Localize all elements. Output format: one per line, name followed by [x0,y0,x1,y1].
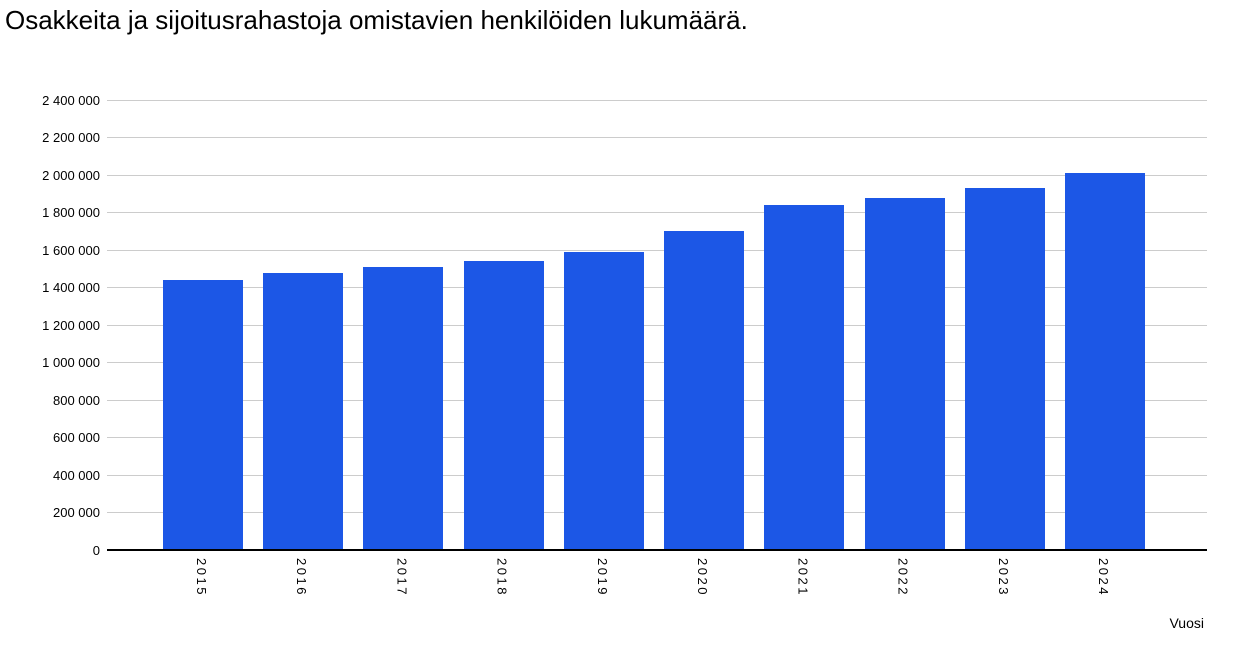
y-axis-tick-label: 1 000 000 [42,355,100,370]
y-axis-tick-label: 200 000 [53,505,100,520]
bar-2015[interactable] [163,280,243,550]
x-axis-tick-label: 2024 [1095,558,1111,597]
gridline [107,474,1207,476]
gridline [107,362,1207,363]
x-axis-tick-label: 2023 [995,558,1011,597]
gridline [107,137,1207,138]
gridline [107,324,1207,326]
x-axis-tick-label: 2021 [795,558,811,597]
x-axis-tick-label: 2019 [594,558,610,597]
x-axis-title: Vuosi [1169,615,1204,631]
y-axis-tick-label: 0 [92,542,100,558]
gridline [107,99,1207,101]
x-axis-tick-label: 2016 [294,558,310,597]
y-axis-tick-label: 400 000 [53,467,100,483]
y-axis-tick-label: 2 400 000 [42,92,100,108]
bar-2021[interactable] [764,205,845,550]
y-axis-tick-label: 1 800 000 [42,205,100,220]
bar-2024[interactable] [1064,173,1145,550]
gridline [107,174,1207,176]
x-axis-line [107,549,1207,551]
bar-2018[interactable] [463,261,544,550]
y-axis-tick-label: 1 600 000 [42,242,100,258]
gridline [107,437,1207,438]
x-axis-tick-label: 2017 [394,558,410,597]
y-axis-tick-label: 800 000 [53,392,100,408]
y-axis-tick-label: 2 000 000 [42,167,100,183]
y-axis-tick-label: 1 400 000 [42,280,100,295]
bar-2019[interactable] [563,251,644,550]
gridline [107,512,1207,513]
bar-2016[interactable] [263,272,344,550]
y-axis-tick-label: 600 000 [53,430,100,445]
gridline [107,249,1207,251]
bar-2023[interactable] [964,188,1045,550]
bar-2020[interactable] [664,231,745,550]
y-axis-tick-label: 2 200 000 [42,130,100,145]
x-axis-tick-label: 2018 [494,558,510,597]
x-axis-tick-label: 2022 [895,558,911,597]
y-axis-tick-label: 1 200 000 [42,317,100,333]
x-axis-tick-label: 2015 [194,558,209,597]
bar-2017[interactable] [363,266,444,550]
bar-2022[interactable] [864,197,945,550]
chart-title: Osakkeita ja sijoitusrahastoja omistavie… [5,5,748,35]
gridline [107,212,1207,213]
x-axis-tick-label: 2020 [695,558,711,597]
gridline [107,399,1207,401]
gridline [107,287,1207,288]
